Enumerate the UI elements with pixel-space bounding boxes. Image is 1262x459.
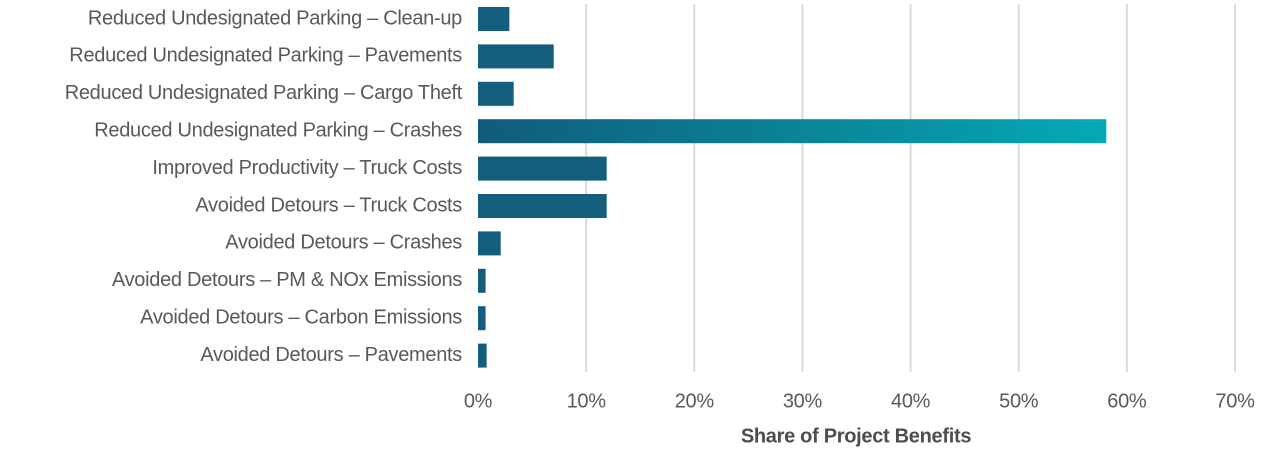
- x-tick-label: 20%: [675, 390, 715, 412]
- y-tick-label: Avoided Detours – Crashes: [225, 232, 462, 254]
- x-tick-label: 70%: [1215, 390, 1255, 412]
- y-tick-label: Avoided Detours – Pavements: [200, 344, 462, 366]
- x-tick-label: 10%: [567, 390, 607, 412]
- x-axis-label: Share of Project Benefits: [741, 425, 972, 447]
- x-tick-label: 0%: [464, 390, 493, 412]
- bar: [478, 44, 554, 69]
- y-tick-label: Improved Productivity – Truck Costs: [152, 157, 462, 179]
- bar: [478, 156, 607, 181]
- y-tick-label: Avoided Detours – PM & NOx Emissions: [112, 269, 462, 291]
- bar: [478, 231, 501, 256]
- bar: [478, 306, 486, 331]
- bar: [478, 343, 487, 368]
- bar: [478, 268, 486, 293]
- x-tick-label: 30%: [783, 390, 823, 412]
- x-tick-label: 40%: [891, 390, 931, 412]
- bar: [478, 119, 1107, 144]
- bar: [478, 7, 510, 31]
- y-tick-label: Avoided Detours – Carbon Emissions: [140, 306, 462, 328]
- y-tick-label: Reduced Undesignated Parking – Cargo The…: [65, 82, 463, 104]
- bar: [478, 194, 607, 218]
- y-tick-label: Reduced Undesignated Parking – Crashes: [94, 119, 462, 141]
- y-tick-label: Reduced Undesignated Parking – Pavements: [69, 45, 462, 67]
- bar: [478, 81, 514, 106]
- x-tick-label: 50%: [999, 390, 1039, 412]
- x-tick-label: 60%: [1107, 390, 1147, 412]
- y-tick-label: Reduced Undesignated Parking – Clean-up: [88, 7, 462, 29]
- y-tick-label: Avoided Detours – Truck Costs: [195, 194, 462, 216]
